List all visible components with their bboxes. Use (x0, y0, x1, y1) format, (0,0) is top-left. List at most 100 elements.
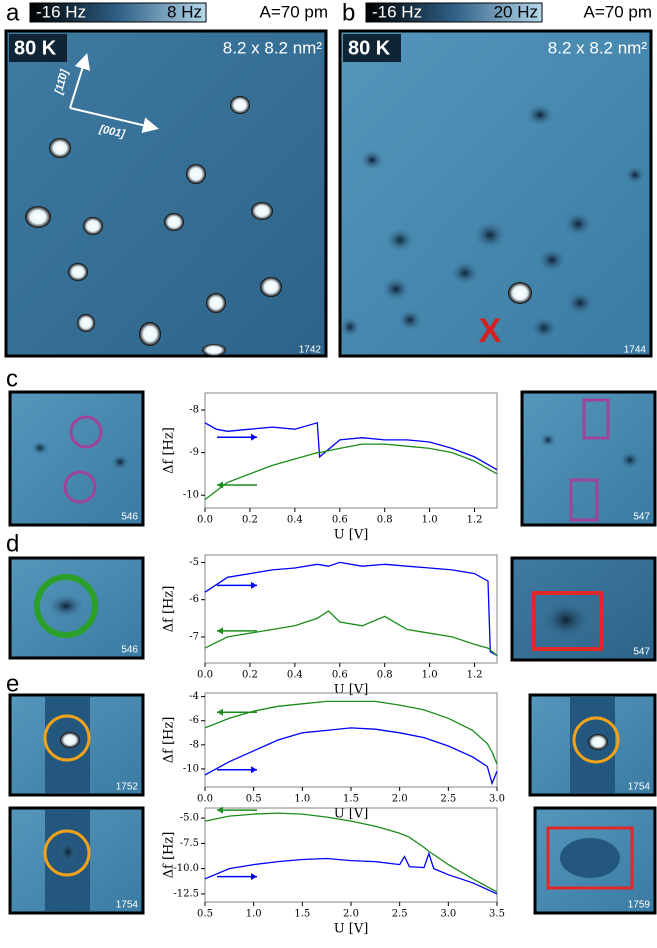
x-tick-label: 0.8 (377, 515, 393, 526)
y-tick-label: -10 (183, 763, 199, 774)
x-tick-label: 2.5 (392, 909, 408, 920)
y-tick-label: -7 (189, 631, 199, 642)
x-tick-label: 1.5 (343, 794, 359, 805)
data-line (205, 562, 497, 655)
x-tick-label: 2.0 (343, 909, 359, 920)
image-id: 1759 (628, 900, 651, 911)
stm-image (522, 392, 655, 525)
plot-frame (205, 693, 497, 787)
x-tick-label: 3.0 (440, 909, 456, 920)
y-axis-label: Δf [Hz] (162, 717, 177, 764)
image-id: 1754 (628, 782, 651, 793)
data-line (205, 611, 497, 656)
x-tick-label: 3.5 (489, 909, 505, 920)
figure: a -16 Hz 8 Hz A=70 pm 80 K 8.2 x 8.2 nm²… (0, 0, 657, 943)
stm-image (530, 695, 655, 795)
direction-arrow-head (217, 627, 223, 634)
temperature: 80 K (14, 37, 57, 59)
direction-arrow-head (251, 873, 257, 880)
x-tick-label: 1.2 (467, 515, 483, 526)
colorbar-max: 20 Hz (494, 2, 538, 21)
stm-image (10, 558, 143, 658)
x-axis-label: U [V] (334, 922, 369, 937)
x-tick-label: 0.6 (332, 515, 348, 526)
direction-arrow-head (251, 582, 257, 589)
y-axis-label: Δf [Hz] (162, 427, 177, 474)
x-tick-label: 3.0 (489, 794, 505, 805)
panel-label: d (6, 530, 19, 557)
panel-label: e (6, 670, 19, 697)
position-marker: X (479, 312, 502, 350)
data-line (205, 444, 497, 499)
direction-arrow-head (251, 766, 257, 773)
plot-frame (205, 393, 497, 508)
temperature: 80 K (348, 37, 391, 59)
x-tick-label: 0.5 (246, 794, 262, 805)
x-tick-label: 1.0 (294, 794, 310, 805)
image-id: 1752 (116, 782, 139, 793)
data-line (205, 701, 497, 764)
x-tick-label: 1.5 (294, 909, 310, 920)
image-id: 547 (633, 512, 650, 523)
plot-frame (205, 808, 497, 902)
x-tick-label: 1.2 (467, 670, 483, 681)
x-tick-label: 0.4 (287, 515, 303, 526)
image-id: 546 (121, 645, 138, 656)
y-tick-label: -5 (189, 557, 199, 568)
data-line (205, 728, 497, 784)
y-tick-label: -10.0 (173, 863, 199, 874)
image-id: 1754 (116, 900, 139, 911)
panel-label: b (342, 0, 355, 26)
y-tick-label: -6 (189, 715, 199, 726)
image-size: 8.2 x 8.2 nm² (548, 38, 648, 57)
colorbar-min: -16 Hz (36, 2, 86, 21)
panel-label: c (6, 365, 18, 392)
y-tick-label: -8 (189, 739, 199, 750)
y-tick-label: -8 (189, 405, 199, 416)
image-id: 546 (121, 512, 138, 523)
x-tick-label: 2.0 (392, 794, 408, 805)
colorbar-max: 8 Hz (167, 2, 202, 21)
x-tick-label: 0.6 (332, 670, 348, 681)
data-line (205, 813, 497, 892)
x-tick-label: 1.0 (422, 670, 438, 681)
amplitude: A=70 pm (583, 2, 652, 21)
image-id: 1742 (299, 345, 322, 356)
stm-image (10, 392, 143, 525)
x-tick-label: 0.0 (197, 794, 213, 805)
plot-frame (205, 555, 497, 663)
x-tick-label: 1.0 (246, 909, 262, 920)
y-tick-label: -10 (183, 490, 199, 501)
x-axis-label: U [V] (334, 683, 369, 698)
y-tick-label: -4 (189, 691, 199, 702)
stm-image (512, 558, 655, 660)
colorbar-min: -16 Hz (372, 2, 422, 21)
x-tick-label: 0.0 (197, 670, 213, 681)
y-axis-label: Δf [Hz] (162, 586, 177, 633)
stm-image (535, 808, 655, 913)
x-tick-label: 1.0 (422, 515, 438, 526)
panel-label: a (6, 0, 20, 26)
image-size: 8.2 x 8.2 nm² (223, 38, 323, 57)
image-id: 1744 (624, 345, 647, 356)
data-line (205, 854, 497, 894)
y-tick-label: -7.5 (180, 838, 199, 849)
y-tick-label: -6 (189, 594, 199, 605)
y-tick-label: -9 (189, 447, 199, 458)
stm-image (10, 695, 143, 795)
x-tick-label: 0.8 (377, 670, 393, 681)
amplitude: A=70 pm (259, 2, 328, 21)
x-axis-label: U [V] (334, 528, 369, 543)
x-tick-label: 0.5 (197, 909, 213, 920)
x-tick-label: 0.2 (242, 670, 258, 681)
stm-image (10, 808, 143, 913)
y-tick-label: -5.0 (180, 813, 199, 824)
stm-image (6, 31, 326, 356)
x-tick-label: 0.4 (287, 670, 303, 681)
x-tick-label: 0.2 (242, 515, 258, 526)
image-id: 547 (633, 647, 650, 658)
x-tick-label: 0.0 (197, 515, 213, 526)
stm-image (340, 31, 651, 356)
x-tick-label: 2.5 (440, 794, 456, 805)
direction-arrow-head (217, 709, 223, 716)
